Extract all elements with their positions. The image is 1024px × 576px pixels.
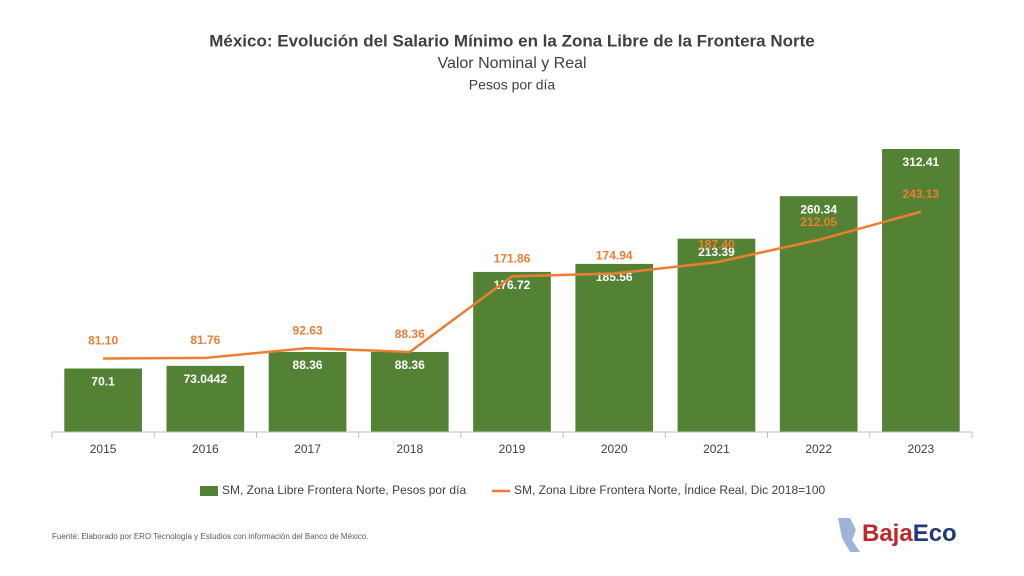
x-tick-label: 2015 — [90, 442, 117, 456]
line-label: 171.86 — [494, 251, 531, 265]
legend-label: SM, Zona Libre Frontera Norte, Pesos por… — [222, 483, 466, 497]
line-label: 187.40 — [698, 237, 735, 251]
bar — [370, 351, 449, 432]
line — [103, 210, 922, 360]
bar-label: 312.41 — [903, 155, 940, 169]
unit-label: Pesos por día — [469, 77, 556, 93]
line-label: 243.13 — [903, 187, 940, 201]
bar-label: 213.39 — [698, 245, 735, 259]
line-label: 92.63 — [293, 323, 323, 337]
bar — [64, 368, 142, 432]
x-tick-label: 2021 — [703, 442, 730, 456]
x-tick-label: 2017 — [294, 442, 321, 456]
bar-label: 73.0442 — [184, 372, 228, 386]
logo-part: Baja — [862, 520, 913, 547]
x-tick-label: 2022 — [805, 442, 832, 456]
bar-label: 70.1 — [91, 375, 115, 389]
bar — [166, 365, 245, 432]
chart-title: México: Evolución del Salario Mínimo en … — [209, 31, 815, 50]
legend-label: SM, Zona Libre Frontera Norte, Índice Re… — [514, 482, 825, 497]
bar-label: 88.36 — [395, 358, 425, 372]
bar — [779, 196, 858, 432]
bar — [268, 351, 347, 432]
logo-part: Eco — [913, 520, 957, 547]
bar — [473, 271, 551, 432]
x-tick-label: 2023 — [908, 442, 935, 456]
x-tick-label: 2016 — [192, 442, 219, 456]
line-label: 174.94 — [596, 249, 633, 263]
line-label: 212.05 — [800, 215, 837, 229]
bar — [882, 148, 960, 433]
x-tick-label: 2019 — [499, 442, 526, 456]
x-tick-label: 2018 — [396, 442, 423, 456]
line-label: 88.36 — [395, 327, 425, 341]
legend-swatch — [200, 486, 218, 496]
bar-label: 88.36 — [293, 358, 323, 372]
line-label: 81.10 — [88, 334, 118, 348]
bar-label: 260.34 — [800, 202, 837, 216]
x-tick-label: 2020 — [601, 442, 628, 456]
chart-subtitle: Valor Nominal y Real — [437, 55, 586, 72]
line-label: 81.76 — [190, 333, 220, 347]
logo: BajaEco — [862, 520, 957, 547]
bar — [575, 263, 654, 432]
logo-map — [838, 518, 860, 552]
source-note: Fuente: Elaborado por ERO Tecnología y E… — [52, 532, 368, 541]
bar — [677, 238, 756, 432]
